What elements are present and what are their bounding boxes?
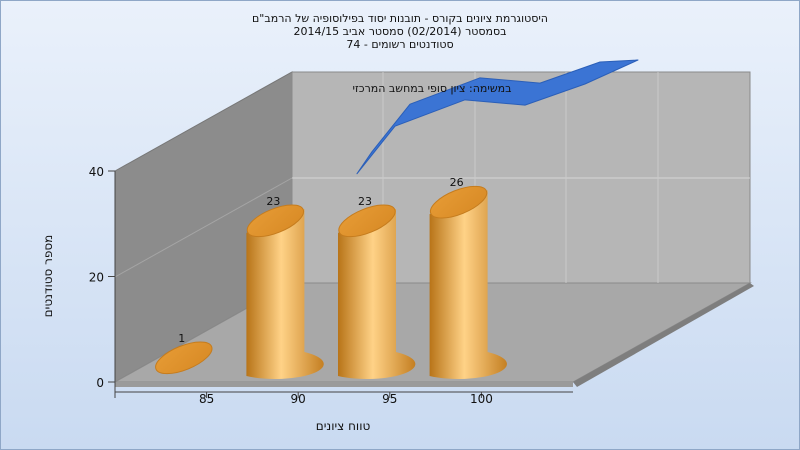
bar: 1 xyxy=(155,332,213,375)
bar: 23 xyxy=(338,195,416,379)
chart-title-line-1: היסטוגרמת ציונים בקורס - תובנות יסוד בפי… xyxy=(252,12,548,25)
y-tick-label: 0 xyxy=(96,376,104,390)
x-axis-label: טווח ציונים xyxy=(316,419,371,433)
bar-body xyxy=(338,208,416,379)
y-tick-label: 20 xyxy=(89,271,104,285)
bar: 23 xyxy=(246,195,324,379)
bar-top xyxy=(155,341,213,375)
y-tick-label: 40 xyxy=(89,165,104,179)
bar-top xyxy=(338,204,396,238)
chart-title-line-3: סטודנטים רשומים - 74 xyxy=(346,38,454,51)
bar-value-label: 23 xyxy=(266,195,280,208)
bar: 26 xyxy=(429,176,507,379)
chart-annotation: במשימה: ציון סופי במחשב המרכזי xyxy=(352,82,511,95)
side-wall-gridline xyxy=(114,177,293,278)
bar-value-label: 23 xyxy=(358,195,372,208)
x-tick-label: 90 xyxy=(291,392,306,406)
bar-value-label: 26 xyxy=(450,176,464,189)
line-series-ribbon xyxy=(356,59,639,175)
bar-top xyxy=(429,185,488,219)
bar-top xyxy=(246,204,305,238)
x-tick-label: 85 xyxy=(199,392,214,406)
x-tick-label: 100 xyxy=(470,392,493,406)
bar-body xyxy=(429,190,507,379)
bar-body xyxy=(246,208,324,379)
chart-title-line-2: בסמסטר (02/2014) סמסטר אביב 2014/15 xyxy=(293,25,507,38)
chart-floor-right-edge xyxy=(573,283,754,387)
chart-floor-front-edge xyxy=(115,382,573,387)
bar-value-label: 1 xyxy=(178,332,185,345)
y-axis-label: מספר סטודנטים xyxy=(41,235,55,318)
x-tick-label: 95 xyxy=(382,392,397,406)
